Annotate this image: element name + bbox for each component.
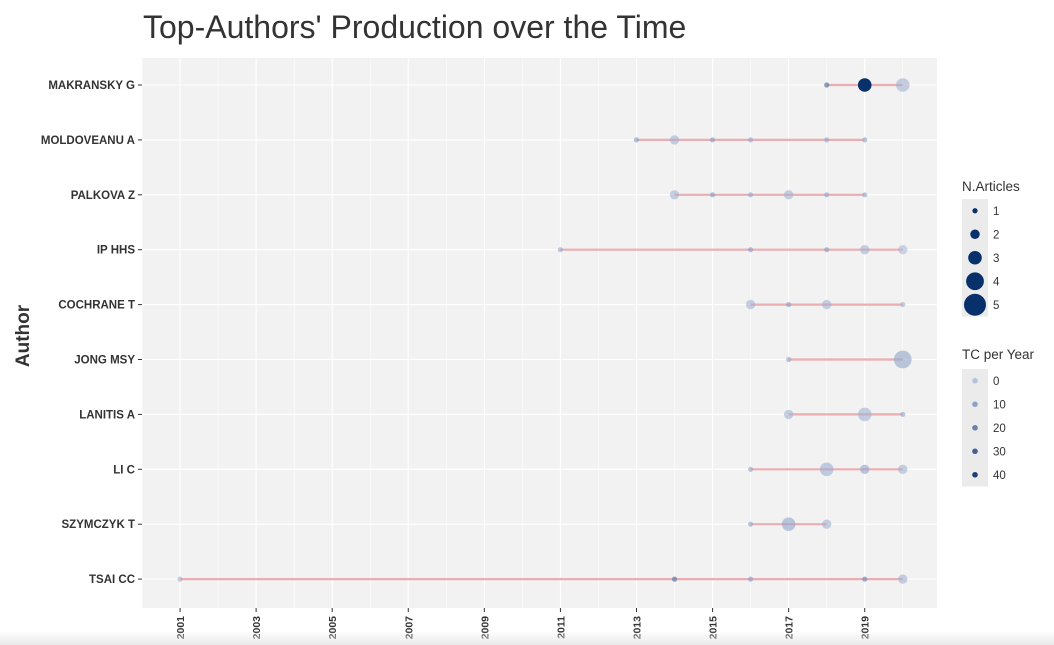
point-cochrane-t-2016 [745, 299, 756, 310]
legend-tc-per-year-title: TC per Year [962, 347, 1035, 362]
point-palkova-z-2015 [709, 192, 716, 198]
legend-tc-per-year-key-0 [972, 377, 978, 384]
point-moldoveanu-a-2016 [748, 137, 754, 143]
author-timeline-segments [180, 83, 903, 581]
x-tick-label-2015: 2015 [708, 616, 720, 640]
point-tsai-cc-2019 [862, 576, 868, 582]
legend-tc-per-year-key-40 [972, 471, 978, 478]
point-li-c-2019 [860, 464, 870, 474]
point-palkova-z-2016 [748, 192, 754, 198]
legend-n-articles-label-1: 1 [993, 206, 999, 218]
point-li-c-2018 [819, 462, 834, 477]
point-makransky-g-2020 [895, 78, 910, 92]
point-lanitis-a-2019 [857, 407, 872, 422]
point-lanitis-a-2017 [783, 409, 794, 420]
point-moldoveanu-a-2014 [669, 135, 680, 145]
legend-n-articles-key-2 [970, 229, 980, 239]
point-cochrane-t-2018 [821, 299, 832, 310]
data-points [177, 78, 912, 584]
author-label-lanitis-a: LANITIS A [79, 409, 135, 421]
point-moldoveanu-a-2013 [633, 137, 640, 143]
author-label-ip-hhs: IP HHS [97, 245, 135, 257]
author-label-palkova-z: PALKOVA Z [71, 190, 135, 202]
point-ip-hhs-2016 [748, 247, 754, 253]
point-jong-msy-2017 [786, 356, 792, 363]
point-palkova-z-2017 [783, 190, 794, 200]
legend-n-articles-label-2: 2 [993, 229, 999, 241]
author-label-moldoveanu-a: MOLDOVEANU A [41, 135, 135, 147]
x-tick-label-2001: 2001 [175, 616, 187, 640]
author-label-li-c: LI C [113, 464, 135, 476]
point-jong-msy-2020 [893, 350, 912, 369]
plot-panel [142, 58, 937, 608]
legend-n-articles-key-1 [972, 208, 978, 214]
point-tsai-cc-2020 [898, 574, 908, 584]
author-label-szymczyk-t: SZYMCZYK T [62, 519, 135, 531]
point-szymczyk-t-2017 [781, 517, 796, 531]
point-moldoveanu-a-2019 [862, 137, 868, 143]
point-cochrane-t-2017 [786, 302, 792, 308]
legend-n-articles-label-4: 4 [993, 276, 1000, 288]
legend-n-articles-label-5: 5 [993, 300, 999, 312]
point-ip-hhs-2011 [557, 247, 564, 253]
legend-n-articles-label-3: 3 [993, 253, 999, 265]
point-moldoveanu-a-2015 [709, 137, 716, 143]
author-label-cochrane-t: COCHRANE T [58, 300, 135, 312]
point-makransky-g-2018 [824, 82, 830, 88]
legend-tc-per-year-label-30: 30 [993, 446, 1006, 458]
legend-n-articles-key-5 [964, 293, 986, 316]
point-palkova-z-2014 [669, 190, 680, 200]
legend-tc-per-year-label-0: 0 [993, 376, 999, 388]
x-tick-label-2011: 2011 [555, 616, 567, 639]
author-label-jong-msy: JONG MSY [74, 355, 135, 367]
point-lanitis-a-2020 [900, 411, 906, 417]
legend-n-articles-title: N.Articles [962, 179, 1020, 194]
point-tsai-cc-2014 [671, 576, 678, 582]
point-makransky-g-2019 [857, 78, 872, 92]
point-tsai-cc-2001 [177, 576, 183, 582]
legend: N.Articles TC per Year 1 2 3 4 5 0 10 20 30 40 [962, 179, 1035, 487]
point-szymczyk-t-2018 [821, 519, 832, 529]
author-label-makransky-g: MAKRANSKY G [48, 80, 135, 92]
author-label-tsai-cc: TSAI CC [89, 574, 135, 586]
point-ip-hhs-2020 [898, 245, 908, 255]
legend-tc-per-year-key-10 [972, 401, 978, 408]
legend-tc-per-year-label-40: 40 [993, 470, 1006, 482]
y-axis: MAKRANSKY G MOLDOVEANU A PALKOVA Z IP HHS CO… [41, 80, 142, 586]
legend-tc-per-year-key-20 [972, 424, 978, 431]
point-li-c-2020 [898, 464, 908, 474]
chart-title: Top-Authors' Production over the Time [143, 9, 686, 45]
legend-n-articles-key-4 [966, 272, 984, 291]
point-ip-hhs-2019 [860, 245, 870, 255]
point-cochrane-t-2020 [900, 302, 906, 308]
point-moldoveanu-a-2018 [824, 137, 830, 143]
x-tick-label-2017: 2017 [784, 616, 796, 640]
point-ip-hhs-2018 [824, 247, 830, 253]
x-tick-label-2019: 2019 [860, 616, 872, 640]
point-li-c-2016 [748, 466, 754, 472]
x-tick-label-2005: 2005 [327, 616, 339, 640]
x-tick-label-2009: 2009 [479, 616, 491, 640]
point-palkova-z-2018 [824, 192, 830, 198]
legend-tc-per-year-label-10: 10 [993, 399, 1006, 411]
point-szymczyk-t-2016 [748, 521, 754, 527]
point-tsai-cc-2016 [748, 576, 754, 582]
legend-tc-per-year-label-20: 20 [993, 423, 1006, 435]
x-tick-label-2003: 2003 [251, 616, 263, 640]
legend-tc-per-year-key-30 [972, 448, 978, 455]
legend-n-articles-key-3 [968, 250, 982, 265]
y-axis-title: Author [13, 304, 34, 367]
x-tick-label-2013: 2013 [631, 616, 643, 640]
x-axis: 2001 2003 2005 2007 2009 2011 2013 2015 2017 2019 [175, 608, 872, 639]
point-palkova-z-2019 [862, 192, 868, 198]
x-tick-label-2007: 2007 [403, 616, 415, 640]
